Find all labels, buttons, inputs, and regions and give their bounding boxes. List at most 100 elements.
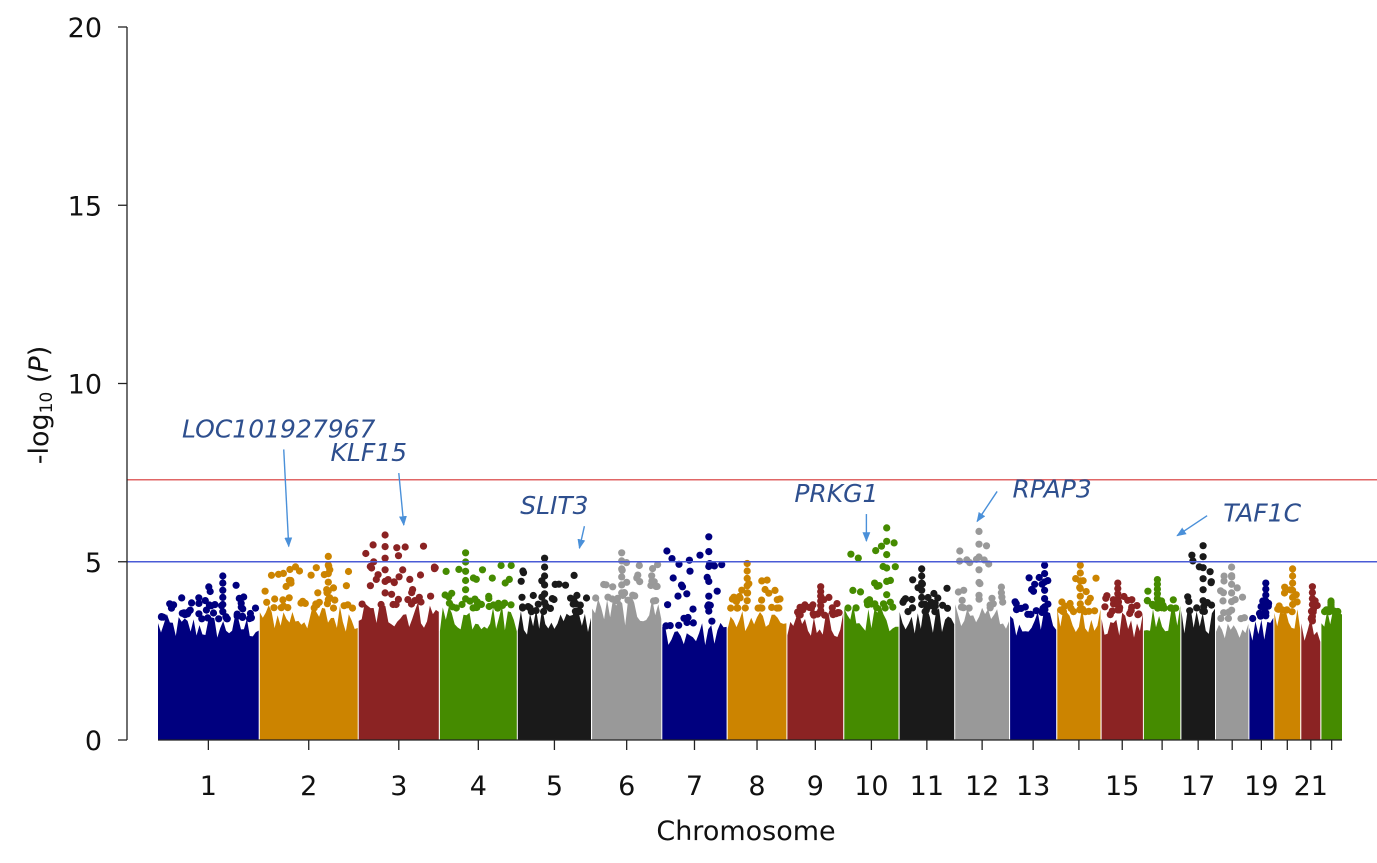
snp-point xyxy=(1188,551,1196,559)
snp-point xyxy=(1237,615,1245,623)
snp-point xyxy=(1035,573,1043,582)
snp-point xyxy=(1041,561,1049,569)
snp-point xyxy=(209,609,218,617)
chromosome-9-points xyxy=(787,583,844,740)
data-points xyxy=(157,524,1342,740)
snp-point xyxy=(207,602,215,610)
snp-point xyxy=(1281,583,1289,591)
snp-point xyxy=(1199,553,1207,561)
snp-point xyxy=(324,561,332,569)
chromosome-5-bulk xyxy=(517,607,591,740)
snp-point xyxy=(1114,600,1122,609)
snp-point xyxy=(768,603,776,612)
snp-point xyxy=(1233,584,1241,592)
snp-point xyxy=(407,600,416,608)
x-tick-label: 11 xyxy=(910,771,944,802)
snp-point xyxy=(743,574,751,583)
chromosome-19-points xyxy=(1249,579,1274,740)
snp-point xyxy=(1289,572,1297,580)
snp-point xyxy=(324,552,332,561)
snp-point xyxy=(390,579,398,587)
x-tick-label: 8 xyxy=(748,771,765,802)
snp-point xyxy=(957,603,966,611)
snp-point xyxy=(954,588,963,596)
snp-point xyxy=(573,591,581,600)
snp-point xyxy=(1199,542,1207,550)
snp-point xyxy=(1228,563,1236,571)
x-tick-label: 21 xyxy=(1294,771,1328,802)
snp-point xyxy=(685,556,694,564)
snp-point xyxy=(1101,603,1109,611)
snp-point xyxy=(998,593,1006,601)
chromosome-22-points xyxy=(1321,597,1342,740)
snp-point xyxy=(381,531,389,539)
snp-point xyxy=(877,542,886,550)
snp-point xyxy=(409,586,417,594)
snp-point xyxy=(975,527,983,536)
snp-point xyxy=(541,563,549,571)
snp-point xyxy=(705,592,713,600)
snp-point xyxy=(956,547,964,555)
snp-point xyxy=(358,600,366,608)
snp-point xyxy=(828,604,836,612)
snp-point xyxy=(854,554,862,562)
annotation-arrow xyxy=(976,491,998,523)
snp-point xyxy=(825,593,833,602)
x-tick-label: 5 xyxy=(546,771,563,802)
snp-point xyxy=(157,613,166,621)
snp-point xyxy=(1308,589,1316,597)
snp-point xyxy=(307,571,315,579)
chromosome-16-bulk xyxy=(1143,605,1181,740)
snp-point xyxy=(1289,600,1297,609)
snp-point xyxy=(1189,557,1197,565)
snp-point xyxy=(975,578,983,587)
snp-point xyxy=(975,591,983,599)
snp-point xyxy=(918,600,926,609)
snp-point xyxy=(727,604,735,612)
snp-point xyxy=(683,590,691,598)
snp-point xyxy=(1172,604,1180,612)
snp-point xyxy=(1041,570,1049,578)
snp-point xyxy=(743,567,751,575)
snp-point xyxy=(1308,583,1316,591)
snp-point xyxy=(541,572,549,580)
snp-point xyxy=(689,605,697,613)
snp-point xyxy=(798,603,806,612)
snp-point xyxy=(430,565,439,573)
gene-label: SLIT3 xyxy=(520,491,588,520)
chromosome-14-points xyxy=(1057,561,1101,740)
snp-point xyxy=(399,566,407,574)
snp-point xyxy=(395,573,403,581)
snp-point xyxy=(517,577,525,585)
snp-point xyxy=(1289,593,1297,602)
snp-point xyxy=(576,601,584,609)
snp-point xyxy=(705,607,713,615)
snp-point xyxy=(927,598,935,607)
annotation-loc101927967: LOC101927967 xyxy=(182,414,376,548)
chromosome-13-points xyxy=(1010,561,1057,740)
snp-point xyxy=(918,565,926,573)
snp-point xyxy=(909,576,917,584)
x-tick-label: 15 xyxy=(1105,771,1139,802)
snp-point xyxy=(1127,606,1135,615)
snp-point xyxy=(1199,575,1207,583)
snp-point xyxy=(674,592,682,600)
x-axis-title: Chromosome xyxy=(656,816,835,847)
snp-point xyxy=(331,596,339,604)
snp-point xyxy=(1308,600,1316,609)
snp-point xyxy=(918,572,926,580)
snp-point xyxy=(1193,604,1201,612)
snp-point xyxy=(743,589,751,597)
snp-point xyxy=(263,598,271,606)
snp-point xyxy=(696,551,704,559)
snp-point xyxy=(1114,595,1122,603)
snp-point xyxy=(1327,606,1335,614)
snp-point xyxy=(817,606,825,615)
chromosome-11-bulk xyxy=(899,607,955,740)
snp-point xyxy=(362,549,370,558)
snp-point xyxy=(965,604,973,612)
snp-point xyxy=(743,582,751,590)
snp-point xyxy=(401,543,409,551)
chromosome-13-bulk xyxy=(1010,611,1057,740)
snp-point xyxy=(1041,603,1049,611)
